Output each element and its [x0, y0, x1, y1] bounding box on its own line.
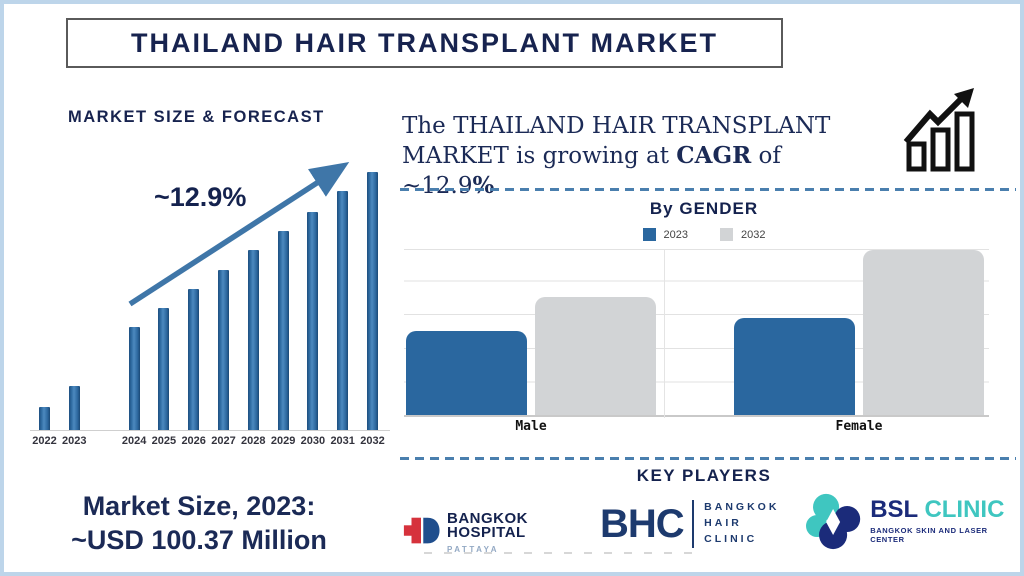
gender-bar-chart — [404, 249, 989, 418]
forecast-bar-2022 — [39, 407, 50, 430]
gender-category-female: Female — [835, 419, 883, 434]
bsl-name-teal: CLINIC — [924, 496, 1005, 523]
forecast-year-label-2026: 2026 — [181, 435, 206, 447]
bhc-divider — [691, 500, 695, 548]
market-size-note-line2: ~USD 100.37 Million — [71, 524, 327, 555]
growth-statement: The THAILAND HAIR TRANSPLANT MARKET is g… — [402, 112, 874, 202]
gender-chart-heading: By GENDER — [649, 199, 759, 218]
gender-category-male: Male — [515, 419, 547, 434]
bsl-subtitle: BANGKOK SKIN AND LASER CENTER — [870, 526, 988, 544]
logo-bsl-clinic: BSL CLINIC BANGKOK SKIN AND LASER CENTER — [806, 492, 1020, 550]
page-title-box: THAILAND HAIR TRANSPLANT MARKET — [66, 18, 783, 68]
cagr-annotation: ~12.9% — [154, 182, 247, 212]
bsl-name-navy: BSL — [870, 496, 918, 523]
legend-item-2023: 2023 — [642, 228, 688, 241]
forecast-year-label-2025: 2025 — [151, 435, 177, 447]
forecast-bar-2025 — [158, 308, 170, 430]
legend-swatch-2023 — [642, 228, 656, 241]
legend-item-2032: 2032 — [720, 228, 765, 241]
growth-statement-cagr: CAGR — [676, 142, 752, 170]
forecast-year-label-2027: 2027 — [211, 435, 236, 447]
market-size-note-line1: Market Size, 2023: — [82, 491, 316, 521]
bhc-stack-line2: HAIR — [704, 517, 742, 530]
bangkok-hospital-line1: BANGKOK — [447, 510, 528, 527]
forecast-year-label-2024: 2024 — [121, 435, 147, 447]
bangkok-hospital-icon — [403, 517, 440, 544]
forecast-year-label-2023: 2023 — [62, 435, 87, 447]
bangkok-hospital-line2: HOSPITAL — [447, 524, 526, 542]
logo-bangkok-hospital: BANGKOK HOSPITAL PATTAYA — [402, 510, 528, 554]
growth-statement-percent: % — [472, 172, 495, 200]
gender-bar-2023-male — [406, 331, 527, 415]
forecast-year-label-2030: 2030 — [300, 435, 326, 447]
forecast-bar-2028 — [247, 250, 259, 430]
forecast-bar-2029 — [277, 231, 289, 430]
bhc-name-stack: BANGKOK HAIR CLINIC — [704, 500, 779, 547]
forecast-bar-chart: 2022 2023 2024 2025 2026 2027 2028 2029 2030 2031… — [30, 154, 392, 454]
forecast-year-label-2022: 2022 — [32, 435, 57, 447]
gender-chart-legend: 2023 2032 — [404, 228, 1004, 241]
legend-label-2032: 2032 — [741, 228, 766, 241]
gender-bar-2032-male — [535, 297, 656, 415]
forecast-bar-2030 — [307, 212, 319, 430]
forecast-year-label-2028: 2028 — [241, 435, 266, 447]
forecast-bar-2024 — [128, 327, 140, 430]
growth-statement-part1: The THAILAND HAIR TRANSPLANT MARKET is g… — [402, 113, 831, 170]
forecast-chart-heading: MARKET SIZE & FORECAST — [68, 108, 325, 126]
page-title: THAILAND HAIR TRANSPLANT MARKET — [131, 27, 718, 58]
bhc-stack-line3: CLINIC — [704, 532, 758, 545]
faint-dashed-fragment — [424, 552, 696, 554]
logo-bangkok-hair-clinic: BHC BANGKOK HAIR CLINIC — [600, 500, 779, 548]
gender-bar-2032-female — [863, 250, 984, 415]
bar-growth-icon — [903, 88, 975, 172]
key-players-heading: KEY PLAYERS — [636, 466, 772, 485]
legend-label-2023: 2023 — [663, 228, 688, 241]
dashed-separator-bottom — [400, 457, 1016, 460]
forecast-bar-2027 — [218, 270, 229, 430]
gender-chart-vertical-gridline — [664, 250, 665, 418]
bhc-stack-line1: BANGKOK — [704, 501, 780, 514]
bsl-text-block: BSL CLINIC BANGKOK SKIN AND LASER CENTER — [870, 498, 1020, 545]
growth-statement-part2: of ~12.9 — [402, 143, 781, 200]
forecast-year-label-2032: 2032 — [360, 435, 385, 447]
bangkok-hospital-text: BANGKOK HOSPITAL PATTAYA — [447, 510, 528, 554]
bhc-abbreviation: BHC — [600, 502, 685, 546]
dashed-separator-top — [400, 188, 1016, 191]
market-size-note: Market Size, 2023: ~USD 100.37 Million — [32, 490, 366, 558]
forecast-baseline — [30, 430, 390, 431]
forecast-bar-2032 — [367, 172, 378, 430]
forecast-year-label-2029: 2029 — [270, 435, 296, 447]
growth-arrow-icon — [128, 162, 350, 307]
bsl-name: BSL CLINIC — [870, 498, 1020, 522]
forecast-bar-2031 — [337, 191, 349, 430]
bangkok-hospital-subtitle: PATTAYA — [447, 544, 500, 554]
forecast-bar-2026 — [188, 289, 200, 430]
gender-bar-2023-female — [734, 317, 855, 415]
legend-swatch-2032 — [720, 228, 733, 241]
forecast-year-label-2031: 2031 — [330, 435, 355, 447]
bsl-clinic-icon — [806, 493, 861, 550]
forecast-bar-2023 — [68, 386, 80, 430]
